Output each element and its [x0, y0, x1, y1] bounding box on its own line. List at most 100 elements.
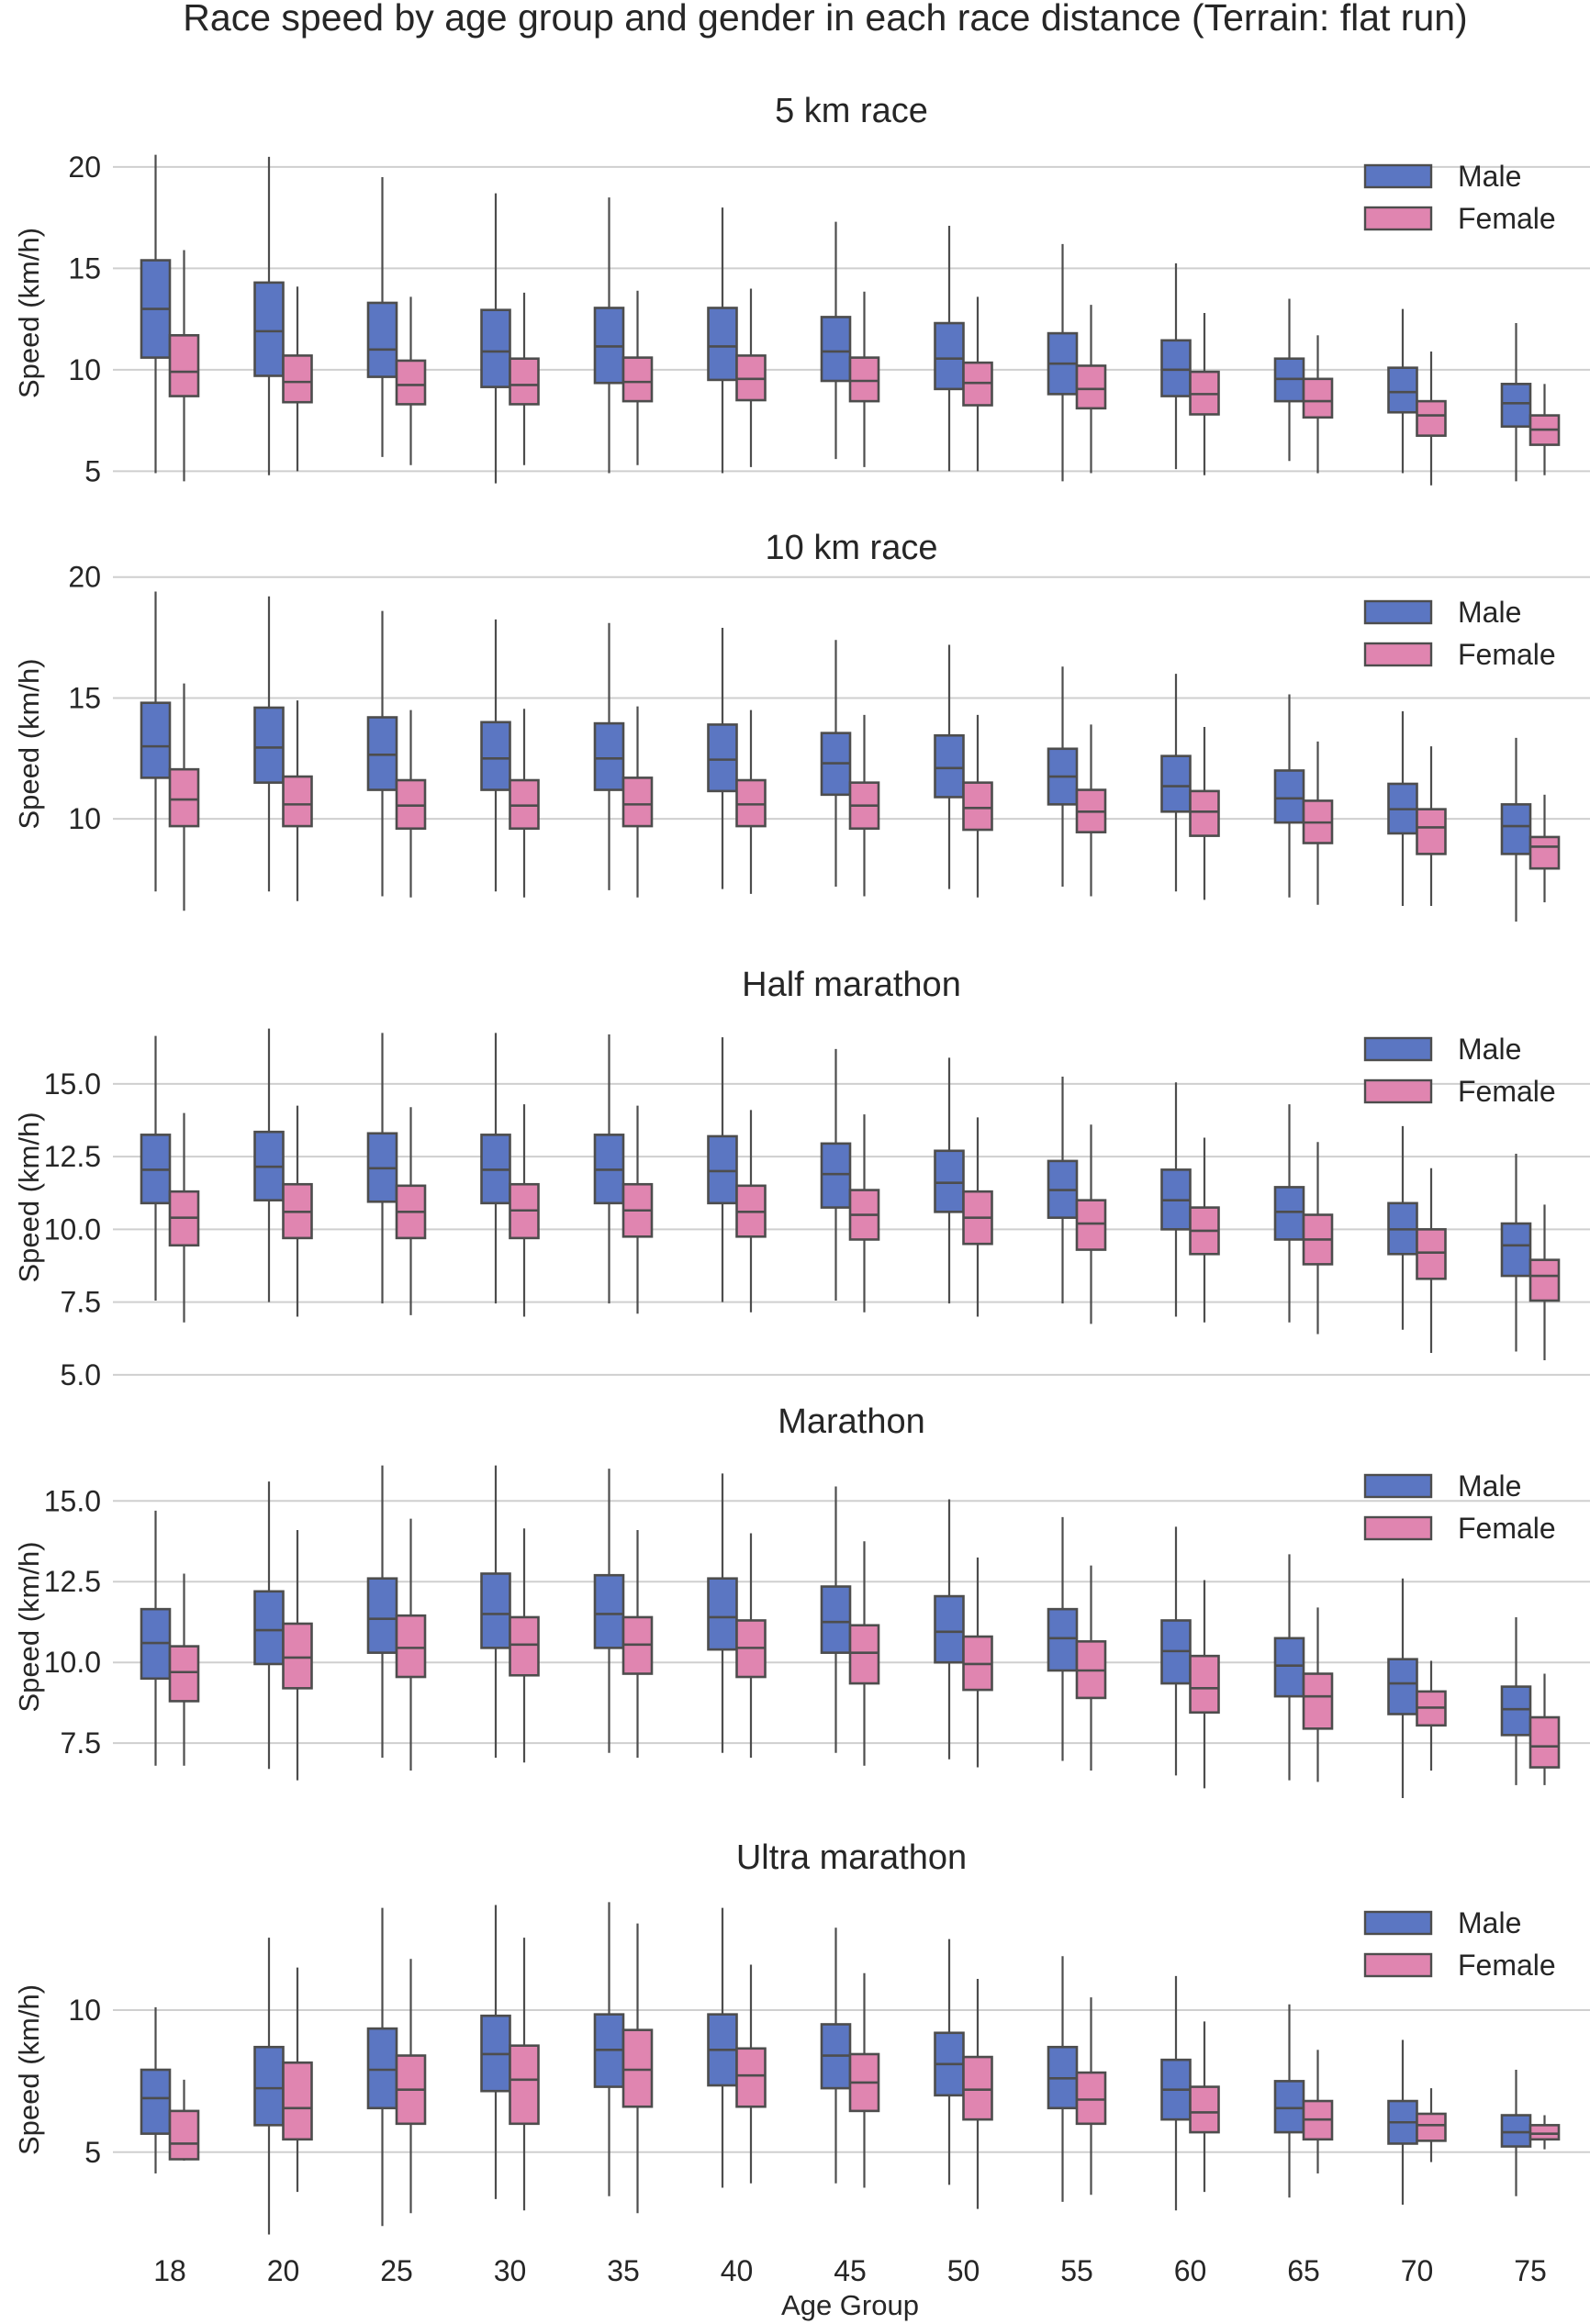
series-male [140, 154, 1532, 484]
box-male-65 [1273, 1104, 1305, 1323]
box-male-50 [934, 644, 965, 889]
y-axis-label: Speed (km/h) [13, 1984, 45, 2155]
box-male-18 [140, 591, 172, 892]
box-female-18 [168, 683, 200, 911]
box-female-35 [621, 706, 654, 898]
panel-5-km-race: 5 km race 5 10 15 20 Speed (km/h) Male Female [13, 92, 1590, 487]
panel-title: 5 km race [775, 92, 928, 130]
iqr-box [168, 767, 200, 828]
box-female-20 [282, 1529, 313, 1781]
iqr-box [848, 356, 880, 403]
box-male-75 [1500, 323, 1532, 482]
box-male-25 [366, 1033, 398, 1304]
y-tick-label: 5 [84, 2136, 101, 2169]
box-male-30 [480, 1465, 511, 1758]
legend-label-female: Female [1458, 638, 1556, 671]
box-male-75 [1500, 1616, 1532, 1785]
box-male-40 [707, 628, 738, 889]
box-male-35 [593, 1469, 625, 1753]
legend-label-female: Female [1458, 1512, 1556, 1545]
y-tick-label: 15.0 [44, 1067, 101, 1101]
box-female-20 [282, 1967, 313, 2193]
box-male-35 [593, 197, 625, 474]
box-male-50 [934, 1499, 965, 1760]
y-tick-label: 20 [68, 561, 101, 594]
box-female-40 [735, 1964, 767, 2184]
iqr-box [820, 316, 852, 383]
box-male-35 [593, 1034, 625, 1304]
box-male-55 [1047, 1076, 1079, 1304]
box-female-45 [848, 291, 880, 467]
iqr-box [366, 1577, 398, 1654]
panel-marathon: Marathon 7.5 10.0 12.5 15.0 Speed (km/h) Male F… [13, 1402, 1590, 1798]
box-male-60 [1160, 1975, 1192, 2211]
box-female-70 [1416, 746, 1447, 907]
legend-label-male: Male [1458, 1906, 1521, 1939]
x-axis: 18 20 25 30 35 40 45 50 55 60 65 70 75 [153, 2254, 1547, 2287]
box-male-65 [1273, 1554, 1305, 1781]
box-male-35 [593, 1902, 625, 2196]
box-male-70 [1387, 1125, 1418, 1330]
box-female-35 [621, 1529, 654, 1758]
box-male-50 [934, 226, 965, 472]
box-female-20 [282, 286, 313, 472]
iqr-box [1273, 1637, 1305, 1698]
legend-swatch-female [1363, 642, 1433, 667]
box-male-18 [140, 1035, 172, 1302]
legend-label-male: Male [1458, 596, 1521, 629]
iqr-box [395, 1614, 427, 1679]
iqr-box [820, 1585, 852, 1654]
box-male-60 [1160, 263, 1192, 470]
iqr-box [140, 2068, 172, 2135]
iqr-box [509, 357, 540, 406]
box-female-30 [509, 292, 540, 465]
box-male-50 [934, 1057, 965, 1304]
iqr-box [366, 301, 398, 378]
box-male-45 [820, 640, 852, 887]
x-tick-label: 60 [1174, 2254, 1207, 2287]
iqr-box [735, 2047, 767, 2108]
box-female-55 [1075, 305, 1107, 474]
box-female-55 [1075, 1997, 1107, 2196]
series-male [140, 591, 1532, 922]
box-male-18 [140, 154, 172, 474]
legend-label-female: Female [1458, 1949, 1556, 1982]
x-tick-label: 20 [267, 2254, 300, 2287]
iqr-box [962, 2055, 993, 2121]
box-female-50 [962, 1117, 993, 1317]
iqr-box [934, 1594, 965, 1664]
iqr-box [480, 308, 511, 388]
x-axis-label: Age Group [781, 2289, 919, 2321]
box-male-20 [253, 596, 285, 892]
iqr-box [282, 775, 313, 828]
y-tick-label: 10 [68, 1994, 101, 2027]
iqr-box [962, 781, 993, 832]
box-male-25 [366, 610, 398, 897]
box-male-55 [1047, 1516, 1079, 1761]
iqr-box [621, 356, 654, 403]
box-female-35 [621, 290, 654, 465]
box-female-55 [1075, 724, 1107, 897]
iqr-box [1416, 2112, 1447, 2142]
iqr-box [735, 778, 767, 828]
box-female-40 [735, 1110, 767, 1313]
box-male-65 [1273, 2004, 1305, 2198]
x-tick-label: 55 [1060, 2254, 1093, 2287]
series-male [140, 1465, 1532, 1798]
iqr-box [253, 706, 285, 784]
iqr-box [1189, 2085, 1220, 2134]
figure-title: Race speed by age group and gender in ea… [183, 0, 1467, 39]
iqr-box [707, 723, 738, 793]
box-female-65 [1302, 2050, 1334, 2173]
y-tick-label: 7.5 [61, 1726, 101, 1760]
panel-title: Marathon [778, 1402, 925, 1441]
box-male-55 [1047, 243, 1079, 482]
box-female-25 [395, 1959, 427, 2214]
box-female-18 [168, 2079, 200, 2162]
y-tick-label: 15 [68, 251, 101, 285]
legend-swatch-male [1363, 163, 1433, 189]
panel-title: 10 km race [766, 529, 938, 567]
iqr-box [1528, 1715, 1561, 1769]
box-female-70 [1416, 1660, 1447, 1771]
